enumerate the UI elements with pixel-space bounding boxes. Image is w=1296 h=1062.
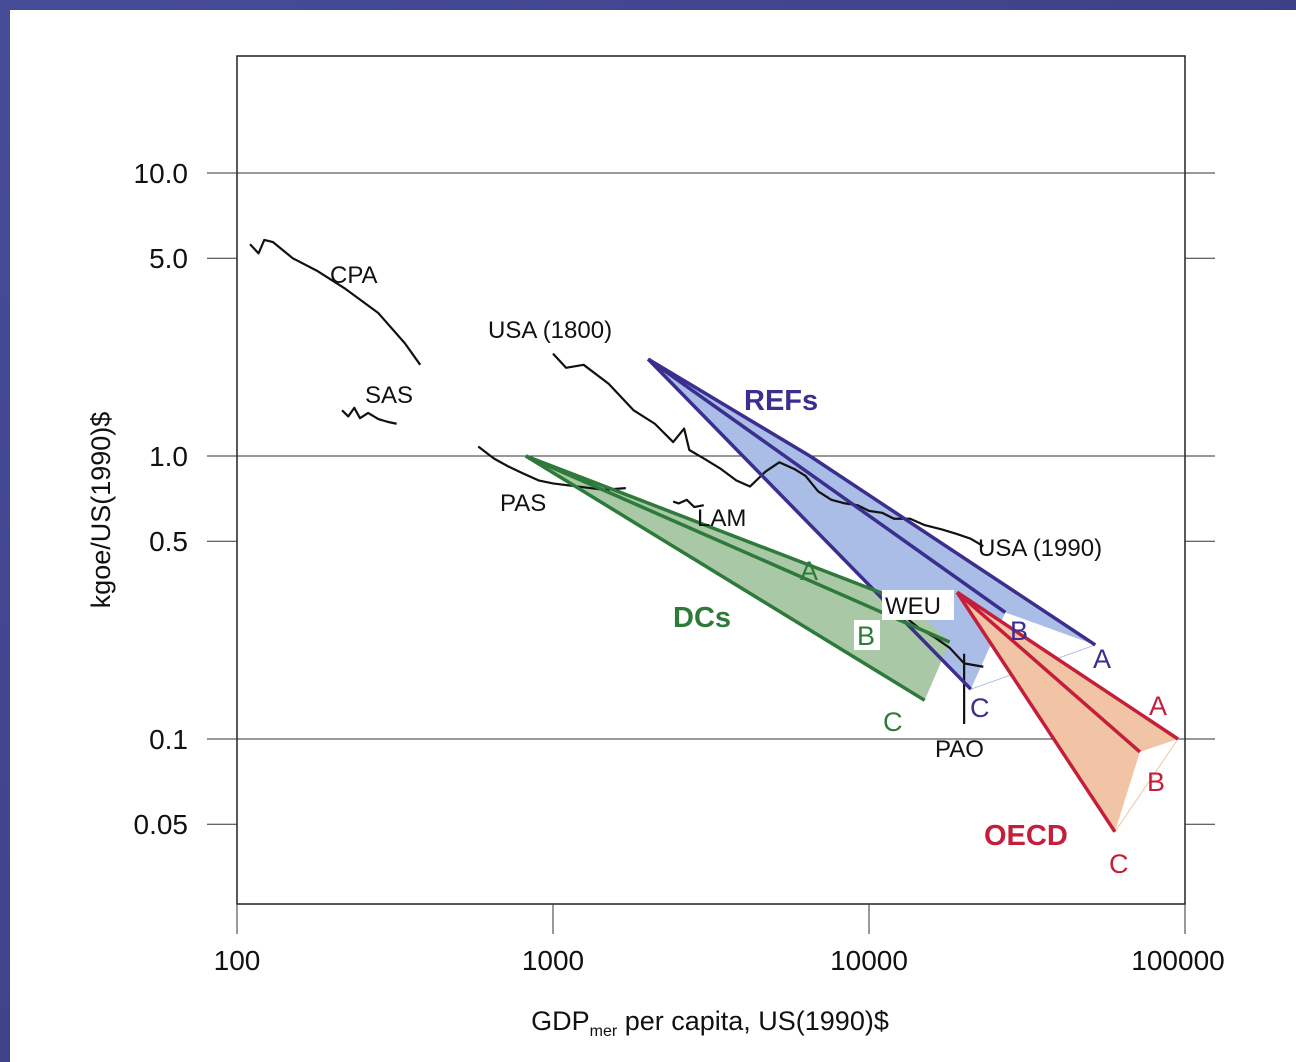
dcs-scenario-b-line (525, 454, 951, 644)
y-axis-title: kgoe/US(1990)$ (86, 412, 116, 609)
group-label-oecd: OECD (984, 820, 1068, 852)
x-axis-title-rest: per capita, US(1990)$ (617, 1006, 889, 1036)
oecd-scenario-b-line (955, 590, 1142, 754)
x-axis-title-sub: mer (590, 1023, 618, 1040)
x-axis-title: GDPmer per capita, US(1990)$ (531, 1006, 889, 1040)
label-weu: WEU (885, 593, 941, 620)
chart-panel (10, 10, 1296, 1062)
historical-lam-line (672, 498, 704, 509)
y-tick-label-4: 5.0 (149, 243, 188, 274)
label-cpa: CPA (330, 262, 378, 289)
refs-scenario-c-line (646, 357, 973, 691)
oecd-scenario-c-line (955, 591, 1117, 833)
oecd-fan-fill (957, 592, 1178, 832)
y-tick-label-1: 0.1 (149, 724, 188, 755)
y-tick-label-3: 1.0 (149, 441, 188, 472)
x-tick-label-3: 100000 (1131, 945, 1224, 976)
refs-scenario-a-label: A (1093, 644, 1111, 674)
group-label-dcs: DCs (673, 602, 731, 634)
scenario-fill-layer (525, 359, 1179, 833)
historical-cpa-line (249, 238, 422, 366)
oecd-scenario-a-line (956, 590, 1179, 741)
plot-frame (236, 55, 1186, 905)
dcs-scenario-b-label: B (857, 621, 875, 651)
dcs-scenario-c-label: C (883, 707, 903, 737)
historical-usa-line (552, 352, 984, 548)
refs-scenario-b-line (647, 357, 1007, 614)
oecd-fan-edge (1114, 738, 1179, 833)
dcs-scenario-c-line (524, 454, 926, 702)
x-tick-label-1: 1000 (522, 945, 584, 976)
label-pas: PAS (500, 490, 546, 517)
label-usa-1800: USA (1800) (488, 317, 612, 344)
label-weu-box (882, 590, 954, 620)
x-axis-title-main: GDP (531, 1006, 590, 1036)
oecd-scenario-b-label: B (1147, 767, 1165, 797)
dcs-fan-edge (909, 603, 926, 701)
label-pao: PAO (935, 736, 984, 763)
dcs-scenario-a-label: A (800, 556, 818, 586)
label-layer: CPA SAS PAS LAM PAO USA (1800) USA (1990) WEU RE… (330, 262, 1167, 879)
refs-fan-fill (648, 359, 1096, 690)
x-tick-label-0: 100 (214, 945, 261, 976)
y-tick-label-2: 0.5 (149, 526, 188, 557)
oecd-scenario-c-label: C (1109, 849, 1129, 879)
scenario-line-layer (524, 357, 1179, 833)
tick-layer: 0.05 0.1 0.5 1.0 5.0 10.0 100 1000 10000 100000 (134, 158, 1225, 976)
y-tick-label-5: 10.0 (134, 158, 189, 189)
label-sas: SAS (365, 382, 413, 409)
label-usa-1990: USA (1990) (978, 535, 1102, 562)
historical-sas-line (341, 406, 397, 425)
x-tick-label-2: 10000 (830, 945, 908, 976)
dcs-fan-fill (525, 456, 950, 701)
refs-scenario-a-line (647, 357, 1097, 647)
dcs-scenario-a-line (525, 454, 911, 606)
dcs-scenario-b-box (854, 620, 880, 650)
y-tick-label-0: 0.05 (134, 809, 189, 840)
group-label-refs: REFs (744, 385, 818, 417)
label-lam: LAM (697, 505, 746, 532)
grid-layer (207, 172, 1215, 740)
historical-pas-line (477, 445, 626, 491)
refs-scenario-b-label: B (1010, 616, 1028, 646)
oecd-scenario-a-label: A (1149, 691, 1167, 721)
refs-scenario-c-label: C (970, 693, 990, 723)
